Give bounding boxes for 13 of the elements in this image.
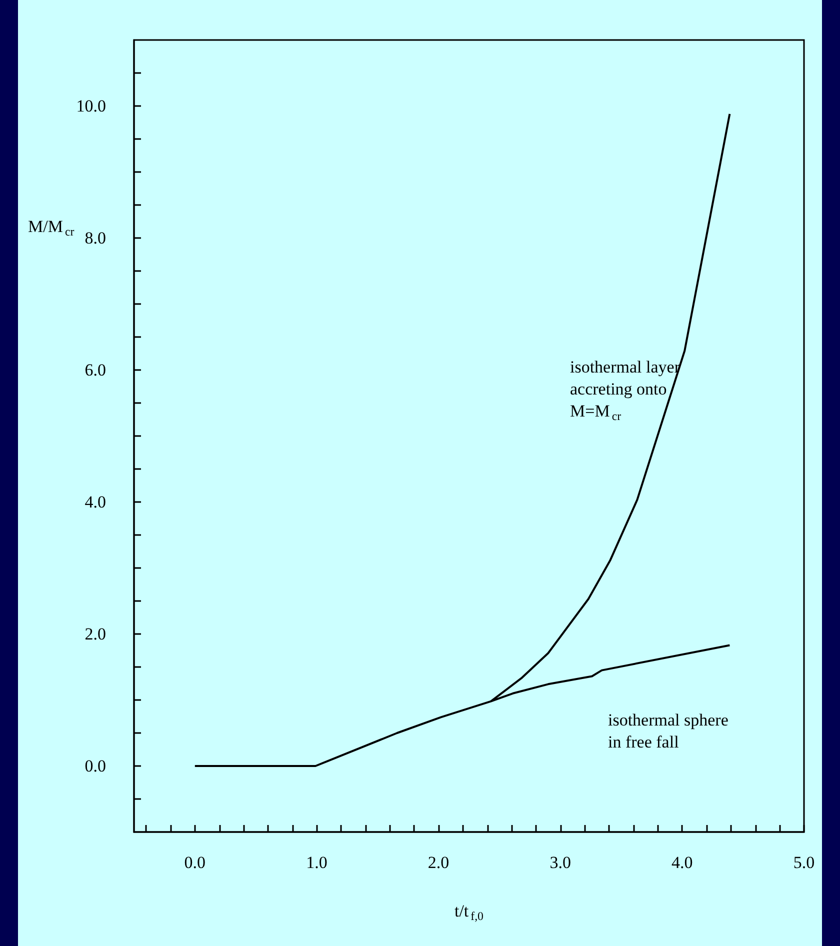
x-tick-label: 4.0 — [672, 853, 693, 872]
x-tick-label: 3.0 — [550, 853, 571, 872]
y-tick-label: 10.0 — [76, 96, 106, 116]
annotation: isothermal sphere in free fall — [608, 710, 728, 752]
x-tick-label: 0.0 — [184, 853, 206, 872]
y-tick-label: 2.0 — [84, 624, 106, 644]
x-tick-label: 5.0 — [793, 853, 815, 872]
x-tick-label: 2.0 — [428, 853, 450, 872]
y-tick-label: 0.0 — [84, 756, 106, 776]
y-tick-label: 8.0 — [84, 228, 106, 248]
y-tick-label: 6.0 — [84, 360, 106, 380]
y-tick-label: 4.0 — [84, 492, 106, 512]
x-tick-label: 1.0 — [306, 853, 328, 872]
